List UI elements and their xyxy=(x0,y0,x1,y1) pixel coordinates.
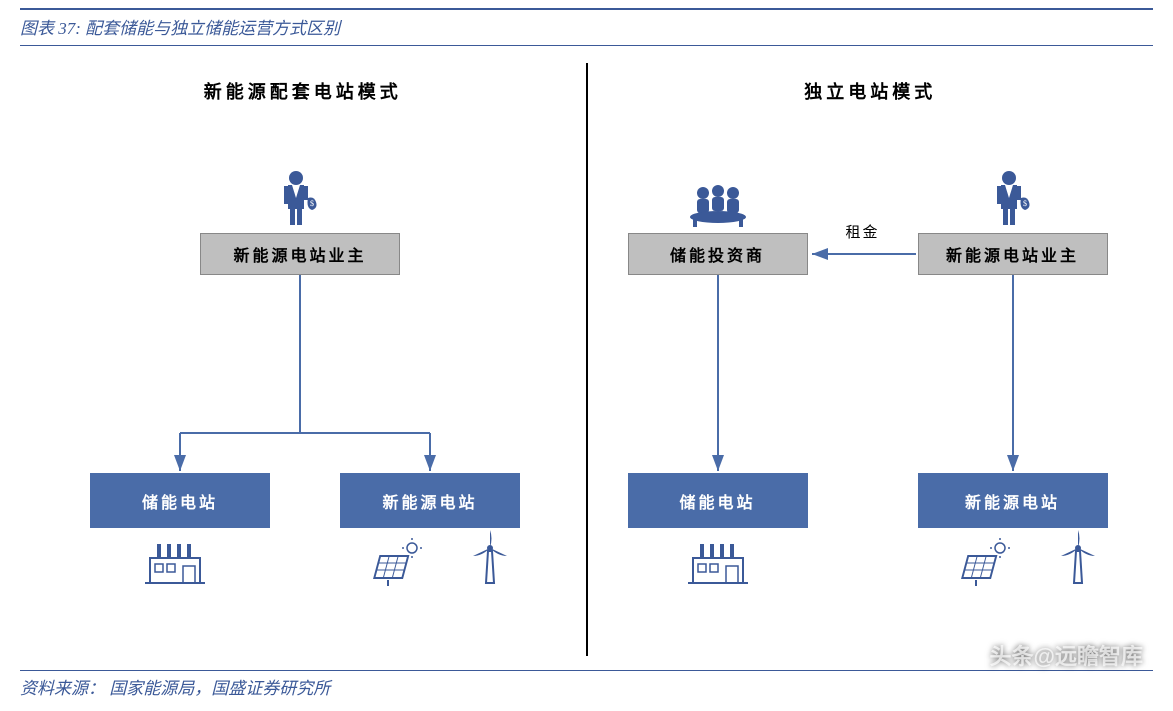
right-panel: 独立电站模式 xyxy=(588,63,1154,656)
solar-panel-icon xyxy=(958,538,1013,593)
businessman-icon: $ xyxy=(991,168,1035,233)
right-investor-box: 储能投资商 xyxy=(628,233,808,275)
right-owner-box: 新能源电站业主 xyxy=(918,233,1108,275)
left-plant-label: 新能源电站 xyxy=(382,489,477,513)
svg-text:$: $ xyxy=(1023,199,1027,208)
diagram-content: 新能源配套电站模式 $ 新能源电站业主 储能电站 新能源电站 xyxy=(20,63,1153,656)
right-panel-title: 独立电站模式 xyxy=(588,78,1154,104)
wind-turbine-icon xyxy=(465,528,515,593)
left-storage-box: 储能电站 xyxy=(90,473,270,528)
businessman-icon: $ xyxy=(278,168,322,233)
right-storage-box: 储能电站 xyxy=(628,473,808,528)
solar-panel-icon xyxy=(370,538,425,593)
wind-turbine-icon xyxy=(1053,528,1103,593)
footer-rule xyxy=(20,670,1153,671)
right-plant-box: 新能源电站 xyxy=(918,473,1108,528)
right-investor-label: 储能投资商 xyxy=(670,242,765,266)
source-label: 资料来源： xyxy=(20,679,105,698)
right-plant-label: 新能源电站 xyxy=(965,489,1060,513)
figure-title: 配套储能与独立储能运营方式区别 xyxy=(85,19,340,38)
left-owner-box: 新能源电站业主 xyxy=(200,233,400,275)
watermark: 头条@远瞻智库 xyxy=(990,639,1143,671)
rent-edge-label: 租金 xyxy=(846,221,880,242)
source-line: 资料来源： 国家能源局，国盛证券研究所 xyxy=(20,674,330,699)
source-text: 国家能源局，国盛证券研究所 xyxy=(109,679,330,698)
left-plant-box: 新能源电站 xyxy=(340,473,520,528)
storage-building-icon xyxy=(145,538,205,593)
figure-number: 图表 37: xyxy=(20,19,81,38)
left-storage-label: 储能电站 xyxy=(142,489,218,513)
figure-caption: 图表 37: 配套储能与独立储能运营方式区别 xyxy=(0,10,1173,45)
header-bottom-rule xyxy=(20,45,1153,46)
storage-building-icon xyxy=(688,538,748,593)
right-owner-label: 新能源电站业主 xyxy=(946,242,1079,266)
svg-text:$: $ xyxy=(310,199,314,208)
left-panel: 新能源配套电站模式 $ 新能源电站业主 储能电站 新能源电站 xyxy=(20,63,586,656)
meeting-icon xyxy=(683,183,753,233)
right-storage-label: 储能电站 xyxy=(679,489,755,513)
left-panel-title: 新能源配套电站模式 xyxy=(20,78,586,104)
left-owner-label: 新能源电站业主 xyxy=(233,242,366,266)
